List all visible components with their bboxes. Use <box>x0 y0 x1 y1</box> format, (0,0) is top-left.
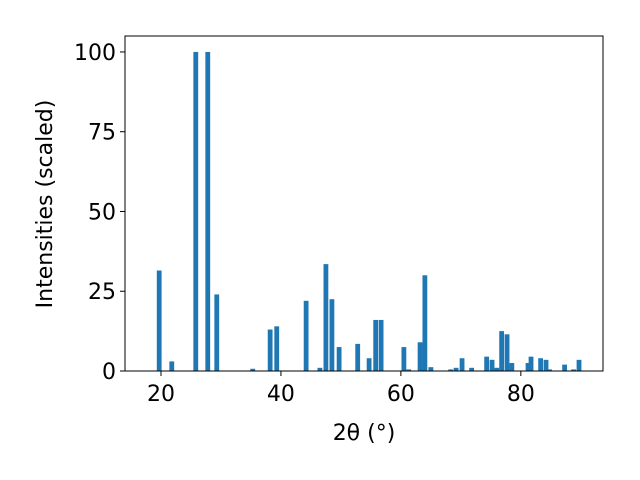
x-tick-label: 60 <box>387 382 415 407</box>
bar <box>576 359 582 371</box>
bar <box>571 369 577 371</box>
bar <box>406 369 412 371</box>
bar <box>336 347 342 371</box>
bar <box>205 51 211 371</box>
bar <box>156 270 162 371</box>
x-tick-label: 40 <box>267 382 295 407</box>
bar <box>509 363 515 371</box>
bar <box>494 367 500 371</box>
bar <box>547 369 553 371</box>
bar <box>378 319 384 371</box>
bar <box>329 299 335 371</box>
bar <box>417 342 423 371</box>
bar <box>401 347 407 371</box>
bar <box>323 264 329 371</box>
bar <box>267 329 273 371</box>
y-tick-label: 50 <box>88 200 116 225</box>
bar <box>504 334 510 371</box>
y-tick-label: 25 <box>88 280 116 305</box>
x-axis-label: 2θ (°) <box>333 421 396 446</box>
bar <box>489 359 495 371</box>
bar <box>169 361 175 371</box>
bar <box>459 358 465 371</box>
bar <box>499 331 505 371</box>
plot-frame <box>124 35 604 372</box>
bar <box>469 367 475 371</box>
bar <box>448 369 454 371</box>
bar <box>193 51 199 371</box>
y-tick-label: 100 <box>74 41 116 66</box>
bar <box>525 363 531 371</box>
bar <box>543 359 549 371</box>
y-tick-label: 0 <box>102 360 116 385</box>
y-tick-label: 75 <box>88 121 116 146</box>
bar <box>250 368 256 371</box>
bar <box>528 356 534 371</box>
bar <box>303 300 309 371</box>
bar <box>274 326 280 371</box>
bar <box>355 343 361 371</box>
bar <box>214 294 220 371</box>
bar <box>453 367 459 371</box>
bar <box>428 367 434 371</box>
bar <box>422 275 428 371</box>
bar <box>562 364 568 371</box>
y-axis-label: Intensities (scaled) <box>33 100 58 309</box>
x-tick-label: 20 <box>147 382 175 407</box>
bar <box>317 367 323 371</box>
x-tick-label: 80 <box>507 382 535 407</box>
bar <box>484 356 490 371</box>
bar <box>366 358 372 371</box>
bar <box>538 358 544 371</box>
bar <box>373 319 379 371</box>
